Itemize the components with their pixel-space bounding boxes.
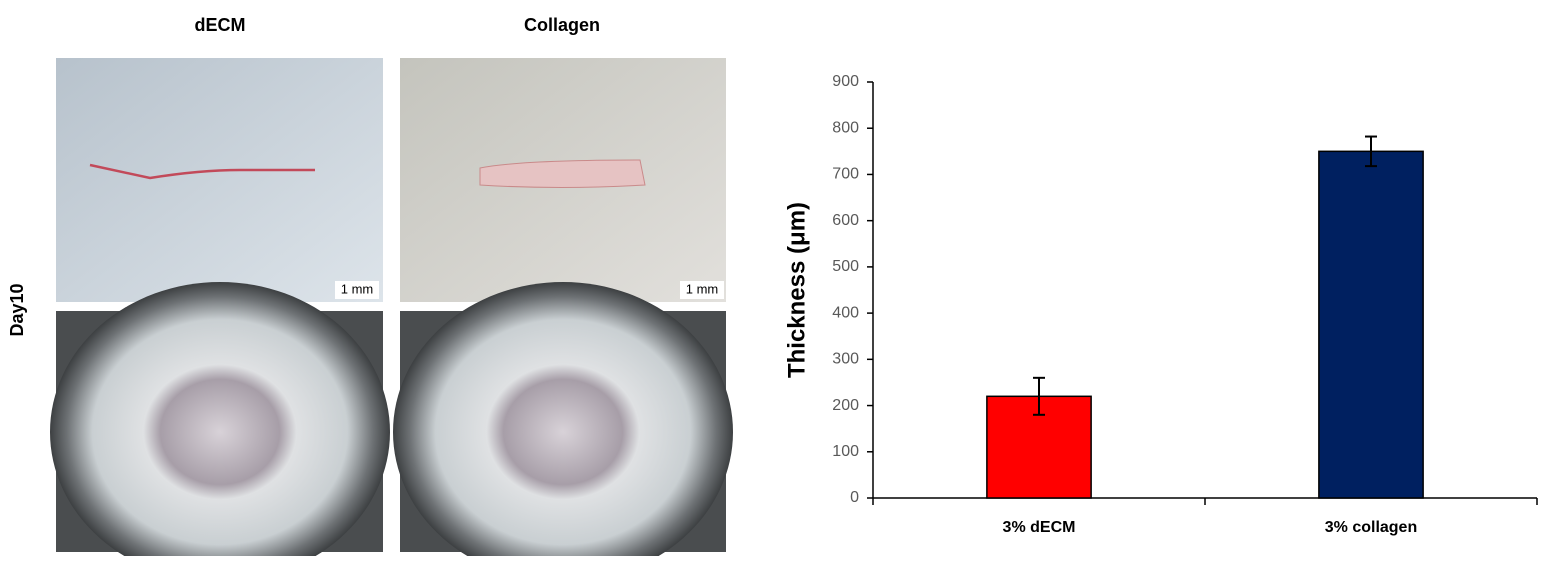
photo: 1 mm [400, 58, 726, 302]
photo [393, 282, 733, 561]
y-tick-label: 600 [832, 212, 859, 229]
y-tick-label: 900 [832, 73, 859, 90]
y-tick-label: 0 [850, 489, 859, 506]
row-label: Day10 [7, 283, 27, 336]
bar [1318, 150, 1424, 499]
y-tick-label: 400 [832, 304, 859, 321]
photo [50, 282, 390, 561]
y-tick-label: 300 [832, 351, 859, 368]
column-label: dECM [195, 15, 246, 35]
y-tick-label: 800 [832, 119, 859, 136]
x-tick-label: 3% dECM [1003, 519, 1076, 536]
column-label: Collagen [524, 15, 600, 35]
y-tick-label: 100 [832, 443, 859, 460]
y-axis-label: Thickness (μm) [783, 202, 810, 378]
y-tick-label: 500 [832, 258, 859, 275]
scale-bar-label: 1 mm [341, 281, 374, 296]
error-bar [1365, 135, 1377, 168]
x-tick-label: 3% collagen [1325, 519, 1417, 536]
y-tick-label: 700 [832, 166, 859, 183]
scale-bar-label: 1 mm [686, 281, 719, 296]
error-bar [1033, 376, 1045, 416]
photo: 1 mm [56, 58, 383, 302]
y-tick-label: 200 [832, 397, 859, 414]
